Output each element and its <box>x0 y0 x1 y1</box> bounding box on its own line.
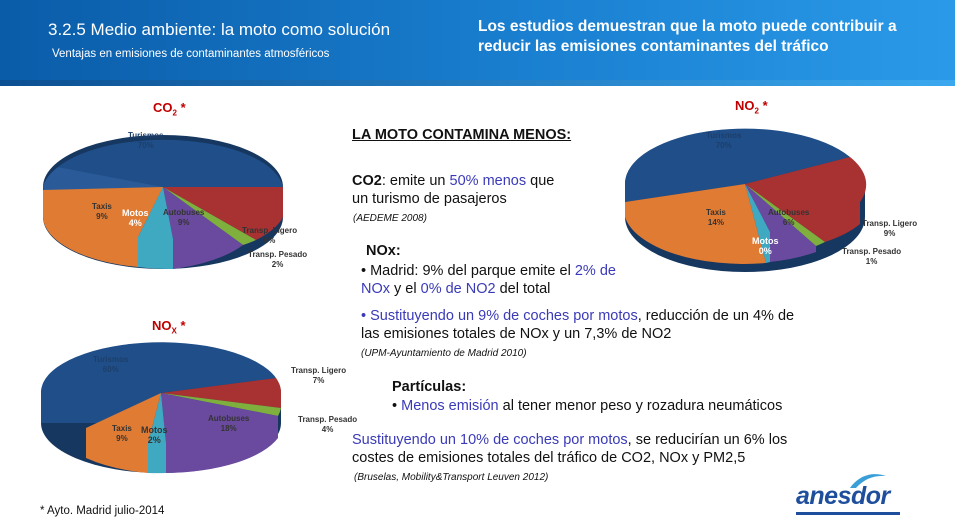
nox-pie-title: NOX * <box>152 318 186 336</box>
nox-pie-chart <box>40 342 282 474</box>
no2-slice-turismos <box>624 128 850 202</box>
co2-slice-motos <box>138 187 173 270</box>
co2-statement: CO2: emite un 50% menos que un turismo d… <box>352 173 555 207</box>
co2-source: (AEDEME 2008) <box>353 213 427 224</box>
no2-label-autobuses: Autobuses 6% <box>768 208 810 227</box>
co2-label-transp-pesado: Transp. Pesado 2% <box>248 250 308 269</box>
particulas-bullet: • Menos emisión al tener menor peso y ro… <box>392 398 783 414</box>
sustitucion-statement: Sustituyendo un 10% de coches por motos,… <box>352 432 788 466</box>
section-title: 3.2.5 Medio ambiente: la moto como soluc… <box>48 20 391 39</box>
nox-label-taxis: Taxis 9% <box>112 424 132 443</box>
main-heading: LA MOTO CONTAMINA MENOS: <box>352 127 572 143</box>
header-claim: Los estudios demuestran que la moto pued… <box>478 18 897 55</box>
nox-slice-motos <box>148 393 166 474</box>
no2-label-transp-pesado: Transp. Pesado 1% <box>842 247 902 266</box>
no2-label-motos: Motos 0% <box>752 236 779 256</box>
nox-source: (UPM-Ayuntamiento de Madrid 2010) <box>361 348 527 359</box>
co2-label-taxis: Taxis 9% <box>92 202 112 221</box>
nox-label-transp-ligero: Transp. Ligero 7% <box>291 366 347 385</box>
co2-label-autobuses: Autobuses 9% <box>163 208 205 227</box>
nox-slice-autobuses <box>161 393 278 473</box>
nox-bullet-madrid: • Madrid: 9% del parque emite el 2% de N… <box>361 263 616 297</box>
no2-slice-autobuses <box>745 184 816 262</box>
nox-label-turismos: Turismos 60% <box>93 355 129 374</box>
section-subtitle: Ventajas en emisiones de contaminantes a… <box>52 48 330 60</box>
sustitucion-source: (Bruselas, Mobility&Transport Leuven 201… <box>354 472 549 483</box>
no2-pie-chart <box>624 128 867 272</box>
logo-swoosh-icon <box>850 474 886 488</box>
no2-label-taxis: Taxis 14% <box>706 208 726 227</box>
anesdor-logo: anesdor <box>796 482 890 510</box>
co2-pie-title: CO2 * <box>153 100 186 118</box>
no2-slice-transp-pesado <box>745 184 825 246</box>
co2-slice-transp-pesado <box>163 187 256 245</box>
co2-slice-turismos <box>58 139 283 187</box>
logo-underline <box>796 512 900 515</box>
nox-heading: NOx: <box>366 243 401 259</box>
nox-label-motos: Motos 2% <box>141 425 168 445</box>
co2-label-turismos: Turismos 70% <box>128 131 164 150</box>
no2-label-transp-ligero: Transp. Ligero 9% <box>862 219 918 238</box>
co2-pie-chart <box>43 135 283 270</box>
no2-slice-transp-ligero <box>745 157 867 242</box>
co2-slice-autobuses <box>163 187 243 269</box>
particulas-heading: Partículas: <box>392 379 467 395</box>
nox-slice-transp-ligero <box>161 378 282 408</box>
nox-bullet-sustitucion: • Sustituyendo un 9% de coches por motos… <box>361 308 795 342</box>
co2-label-transp-ligero: Transp. Ligero 6% <box>242 226 298 245</box>
no2-slice-taxis <box>625 184 766 264</box>
header-banner: 3.2.5 Medio ambiente: la moto como soluc… <box>0 0 955 86</box>
footnote: * Ayto. Madrid julio-2014 <box>40 505 165 517</box>
no2-label-turismos: Turismos 70% <box>706 131 742 150</box>
nox-label-autobuses: Autobuses 18% <box>208 414 250 433</box>
co2-slice-taxis <box>43 187 163 267</box>
nox-slice-transp-pesado <box>161 393 281 416</box>
nox-label-transp-pesado: Transp. Pesado 4% <box>298 415 358 434</box>
co2-slice-transp-ligero <box>163 187 283 240</box>
co2-label-motos: Motos 4% <box>122 208 149 228</box>
nox-slice-turismos <box>40 342 276 423</box>
no2-slice-motos <box>745 184 770 263</box>
no2-pie-title: NO2 * <box>735 98 768 116</box>
nox-slice-taxis <box>86 393 161 473</box>
